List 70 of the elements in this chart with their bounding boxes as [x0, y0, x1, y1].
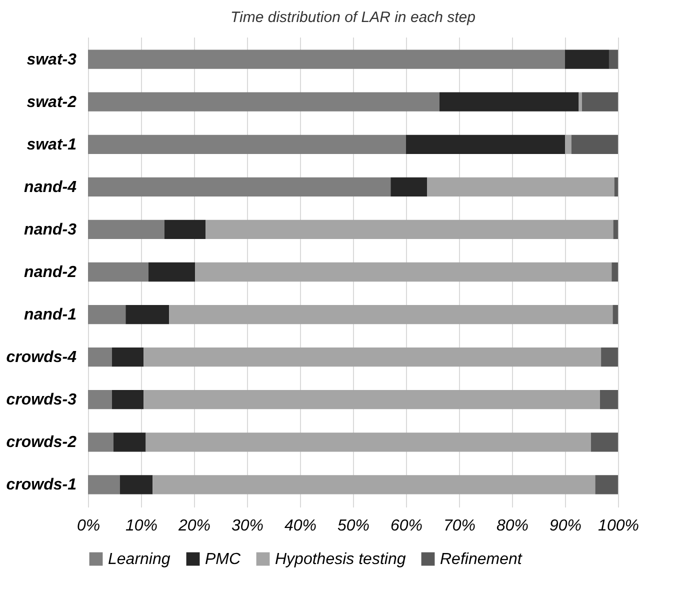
bar: [169, 304, 613, 324]
y-tick-label: swat-2: [26, 94, 77, 111]
bar: [88, 92, 440, 112]
y-tick-label: crowds-1: [6, 476, 77, 494]
legend-label: PMC: [205, 551, 241, 568]
bar: [595, 475, 618, 494]
bar: [112, 390, 144, 410]
x-tick-label: 50%: [337, 518, 370, 534]
bar: [112, 348, 144, 367]
x-tick-label: 20%: [177, 518, 211, 534]
bar: [578, 92, 582, 112]
bar: [88, 390, 112, 410]
bar: [148, 262, 196, 282]
bar: [390, 177, 428, 196]
y-tick-label: crowds-4: [6, 349, 77, 366]
bar: [152, 475, 596, 494]
legend-label: Learning: [108, 551, 170, 568]
bar: [590, 432, 618, 452]
bar: [120, 475, 153, 494]
bar: [612, 304, 618, 324]
bar: [146, 432, 591, 452]
y-tick-label: crowds-3: [6, 392, 77, 409]
bar: [88, 177, 391, 196]
x-tick-label: 30%: [231, 518, 264, 534]
bar: [164, 220, 206, 240]
bar: [88, 304, 126, 324]
bar: [206, 220, 614, 240]
legend-label: Refinement: [440, 551, 522, 568]
bar: [614, 177, 618, 196]
bar: [88, 348, 112, 367]
bar: [126, 304, 170, 324]
bar: [113, 432, 146, 452]
bar: [88, 50, 565, 69]
bar: [565, 50, 609, 69]
chart-title: Time distribution of LAR in each step: [230, 9, 476, 26]
x-tick-label: 90%: [549, 518, 582, 534]
x-tick-label: 0%: [76, 518, 100, 534]
bar: [439, 92, 579, 112]
bar: [88, 220, 164, 240]
bar: [565, 134, 572, 154]
x-tick-label: 10%: [125, 518, 158, 534]
y-tick-label: swat-1: [26, 136, 77, 154]
x-tick-label: 100%: [598, 518, 639, 534]
x-tick-label: 60%: [390, 518, 423, 534]
legend-label: Hypothesis testing: [275, 551, 406, 568]
bar: [571, 134, 618, 154]
x-tick-label: 40%: [284, 518, 317, 534]
y-tick-label: nand-2: [24, 264, 77, 281]
y-tick-label: swat-3: [26, 51, 77, 68]
bar: [612, 262, 618, 282]
bar: [427, 177, 614, 196]
bar: [144, 348, 602, 367]
bar: [613, 220, 618, 240]
x-tick-label: 70%: [443, 518, 476, 534]
y-tick-label: crowds-2: [6, 434, 77, 452]
bar: [406, 134, 565, 154]
bar: [195, 262, 612, 282]
bar: [601, 348, 618, 367]
bar: [88, 475, 120, 494]
bar: [582, 92, 618, 112]
x-tick-label: 80%: [496, 518, 529, 534]
bar: [88, 262, 148, 282]
bar: [608, 50, 618, 69]
bar: [600, 390, 618, 410]
y-tick-label: nand-3: [24, 221, 77, 238]
y-tick-label: nand-1: [24, 306, 77, 324]
bar: [88, 134, 406, 154]
bar: [88, 432, 114, 452]
y-tick-label: nand-4: [24, 178, 77, 196]
bar: [144, 390, 600, 410]
